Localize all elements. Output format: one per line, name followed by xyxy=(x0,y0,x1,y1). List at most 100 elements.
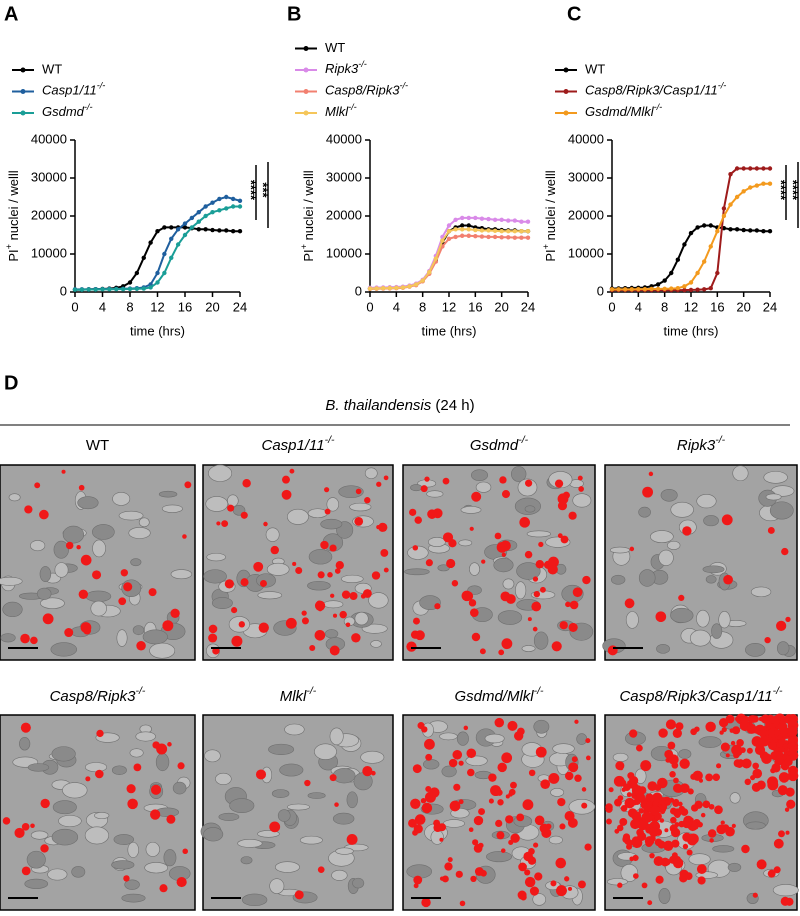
data-point xyxy=(440,238,445,243)
pi-nucleus xyxy=(451,580,459,587)
data-point xyxy=(734,194,740,200)
cell xyxy=(84,762,108,773)
data-point xyxy=(708,223,713,228)
pi-nucleus xyxy=(770,767,776,774)
significance-label: **** xyxy=(244,180,259,201)
pi-nucleus xyxy=(720,742,730,752)
cell xyxy=(128,527,151,539)
pi-nucleus xyxy=(509,788,516,796)
pi-nucleus xyxy=(500,540,511,552)
data-point xyxy=(754,183,760,188)
pi-nucleus xyxy=(468,827,474,833)
pi-nucleus xyxy=(725,753,730,758)
pi-nucleus xyxy=(519,517,530,528)
data-point xyxy=(453,227,458,232)
pi-nucleus xyxy=(30,823,35,829)
cell xyxy=(352,877,365,889)
data-point xyxy=(230,204,236,209)
pi-nucleus xyxy=(316,600,322,606)
pi-nucleus xyxy=(95,769,104,779)
data-point xyxy=(741,166,746,171)
pi-nucleus xyxy=(730,740,736,746)
pi-nucleus xyxy=(539,823,549,834)
y-tick-label: 30000 xyxy=(326,169,362,184)
cell xyxy=(772,884,799,897)
data-point xyxy=(499,229,504,234)
pi-nucleus xyxy=(421,802,433,814)
pi-nucleus xyxy=(447,857,453,863)
pi-nucleus xyxy=(721,514,733,526)
pi-nucleus xyxy=(150,784,162,795)
pi-nucleus xyxy=(684,872,693,880)
data-point xyxy=(148,240,153,245)
cell xyxy=(511,466,527,482)
cell xyxy=(702,565,725,574)
cell xyxy=(208,464,233,482)
pi-nucleus xyxy=(585,738,591,744)
cell xyxy=(138,517,150,528)
pi-nucleus xyxy=(577,880,586,889)
pi-nucleus xyxy=(413,883,419,889)
pi-nucleus xyxy=(524,876,536,888)
cell xyxy=(430,829,444,845)
data-point xyxy=(512,218,518,223)
data-point xyxy=(655,282,661,287)
legend-marker xyxy=(20,67,26,73)
pi-nucleus xyxy=(675,785,683,793)
pi-nucleus xyxy=(786,726,798,737)
cell xyxy=(465,755,488,766)
cell xyxy=(203,827,224,842)
cell xyxy=(656,643,670,654)
cell xyxy=(215,772,232,785)
cell xyxy=(27,763,50,772)
cell xyxy=(678,749,692,759)
data-point xyxy=(367,286,373,291)
pi-nucleus xyxy=(184,481,192,489)
cell xyxy=(776,641,790,656)
tile-label: Casp8/Ripk3/Casp1/11-/- xyxy=(619,685,783,705)
pi-nucleus xyxy=(413,875,423,885)
data-point xyxy=(682,284,687,289)
data-point xyxy=(479,216,485,221)
data-point xyxy=(616,287,621,292)
cell xyxy=(332,812,355,825)
data-point xyxy=(708,286,713,291)
pi-nucleus xyxy=(227,504,235,512)
data-point xyxy=(728,227,733,232)
pi-nucleus xyxy=(78,589,89,600)
x-tick-label: 24 xyxy=(521,299,535,314)
cell xyxy=(279,763,304,777)
cell xyxy=(612,752,629,762)
cell xyxy=(667,540,681,550)
pi-nucleus xyxy=(433,823,443,832)
pi-nucleus xyxy=(524,550,533,559)
pi-nucleus xyxy=(538,541,544,548)
x-tick-label: 24 xyxy=(763,299,777,314)
pi-nucleus xyxy=(619,817,628,826)
pi-nucleus xyxy=(776,620,787,632)
pi-nucleus xyxy=(679,758,690,769)
pi-nucleus xyxy=(517,727,525,736)
data-point xyxy=(499,235,504,240)
data-point xyxy=(182,225,188,230)
y-tick-label: 10000 xyxy=(31,245,67,260)
pi-nucleus xyxy=(762,714,771,724)
pi-nucleus xyxy=(176,876,187,888)
cell xyxy=(51,828,79,846)
x-tick-label: 0 xyxy=(366,299,373,314)
data-point xyxy=(141,286,146,291)
cell xyxy=(625,611,639,629)
data-point xyxy=(210,227,215,233)
significance-label: **** xyxy=(786,180,800,201)
cell xyxy=(52,800,77,815)
data-point xyxy=(761,181,766,186)
pi-nucleus xyxy=(424,738,435,750)
pi-nucleus xyxy=(425,753,433,761)
pi-nucleus xyxy=(777,785,788,796)
data-point xyxy=(466,227,471,232)
pi-nucleus xyxy=(289,468,295,474)
data-point xyxy=(715,270,720,276)
pi-nucleus xyxy=(535,559,545,569)
pi-nucleus xyxy=(629,729,638,738)
legend-marker xyxy=(303,46,309,51)
